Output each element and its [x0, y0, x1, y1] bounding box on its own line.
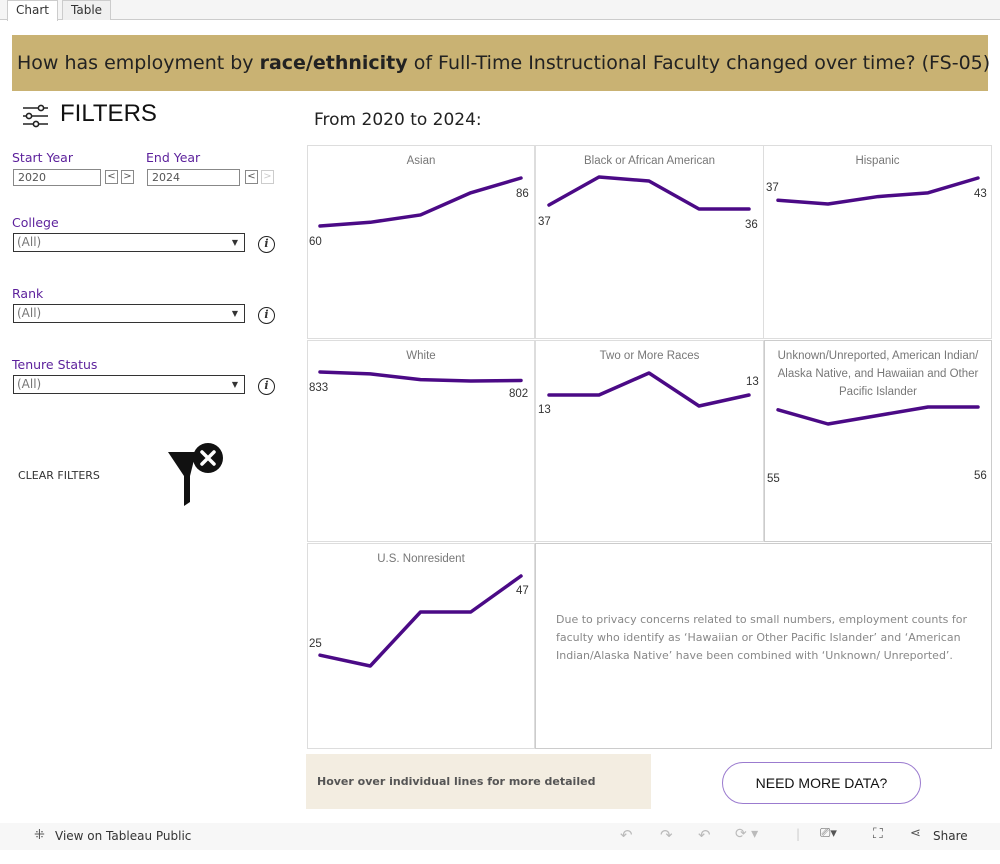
filters-heading: FILTERS	[60, 100, 157, 127]
need-more-data-button[interactable]: NEED MORE DATA?	[722, 762, 921, 804]
footer-toolbar: ⁜ View on Tableau Public ↶ ↷ ↶ ⟳ ▾ | ⎚▾ …	[0, 823, 1000, 850]
tableau-icon: ⁜	[34, 828, 45, 843]
refresh-icon[interactable]: ⟳ ▾	[735, 826, 759, 842]
tenure-value: (All)	[17, 377, 42, 391]
panel-hispanic: Hispanic	[763, 145, 992, 339]
chevron-down-icon: ▼	[231, 309, 238, 318]
tab-table[interactable]: Table	[62, 0, 112, 20]
clear-filters-label[interactable]: CLEAR FILTERS	[18, 469, 100, 482]
tab-chart[interactable]: Chart	[7, 0, 58, 21]
panel-title: Unknown/Unreported, American Indian/ Ala…	[777, 350, 979, 398]
divider: |	[796, 827, 801, 841]
panel-title: Hispanic	[855, 155, 900, 167]
college-label: College	[12, 215, 59, 230]
info-icon[interactable]: i	[258, 307, 275, 324]
rank-label: Rank	[12, 286, 44, 301]
panel-nonresident: U.S. Nonresident	[307, 543, 535, 749]
sliders-icon	[22, 103, 48, 133]
panel-title: U.S. Nonresident	[377, 553, 465, 565]
chart-subtitle: From 2020 to 2024:	[314, 110, 482, 130]
info-icon[interactable]: i	[258, 236, 275, 253]
start-year-input[interactable]: 2020	[13, 169, 101, 186]
title-text: How has employment by	[17, 52, 260, 74]
panel-black: Black or African American	[535, 145, 764, 339]
panel-white: White	[307, 340, 535, 542]
start-year-label: Start Year	[12, 150, 73, 165]
redo-icon[interactable]: ↷	[660, 826, 673, 844]
rank-value: (All)	[17, 306, 42, 320]
panel-title: White	[406, 350, 436, 362]
privacy-note: Due to privacy concerns related to small…	[556, 613, 968, 662]
hover-hint: Hover over individual lines for more det…	[306, 754, 651, 843]
college-value: (All)	[17, 235, 42, 249]
end-year-prev-button[interactable]: <	[245, 170, 258, 184]
fullscreen-icon[interactable]: ⛶	[873, 826, 883, 842]
end-year-input[interactable]: 2024	[147, 169, 240, 186]
rank-select[interactable]: (All) ▼	[13, 304, 245, 323]
panel-title: Two or More Races	[599, 350, 700, 362]
info-icon[interactable]: i	[258, 378, 275, 395]
panel-asian: Asian	[307, 145, 535, 339]
view-on-tableau-link[interactable]: View on Tableau Public	[55, 829, 192, 843]
clear-filter-icon[interactable]	[166, 442, 226, 512]
end-year-next-button: >	[261, 170, 274, 184]
panel-two-or-more: Two or More Races	[535, 340, 764, 542]
download-icon[interactable]: ⎚▾	[820, 826, 837, 841]
college-select[interactable]: (All) ▼	[13, 233, 245, 252]
panel-unknown: Unknown/Unreported, American Indian/ Ala…	[764, 340, 992, 542]
title-text-end: of Full-Time Instructional Faculty chang…	[407, 52, 991, 74]
tenure-select[interactable]: (All) ▼	[13, 375, 245, 394]
end-year-label: End Year	[146, 150, 201, 165]
tab-bar: Chart Table	[0, 0, 1000, 21]
tenure-label: Tenure Status	[12, 357, 98, 372]
chevron-down-icon: ▼	[231, 380, 238, 389]
share-button[interactable]: Share	[933, 829, 968, 843]
title-bold: race/ethnicity	[259, 52, 408, 74]
chevron-down-icon: ▼	[231, 238, 238, 247]
undo-icon[interactable]: ↶	[620, 826, 633, 844]
revert-icon[interactable]: ↶	[698, 826, 711, 844]
panel-title: Asian	[406, 155, 436, 167]
start-year-next-button[interactable]: >	[121, 170, 134, 184]
start-year-prev-button[interactable]: <	[105, 170, 118, 184]
panel-title: Black or African American	[583, 155, 716, 167]
note-panel	[535, 543, 992, 749]
page-title: How has employment by race/ethnicity of …	[12, 35, 991, 91]
share-icon[interactable]: ⋖	[910, 826, 921, 841]
